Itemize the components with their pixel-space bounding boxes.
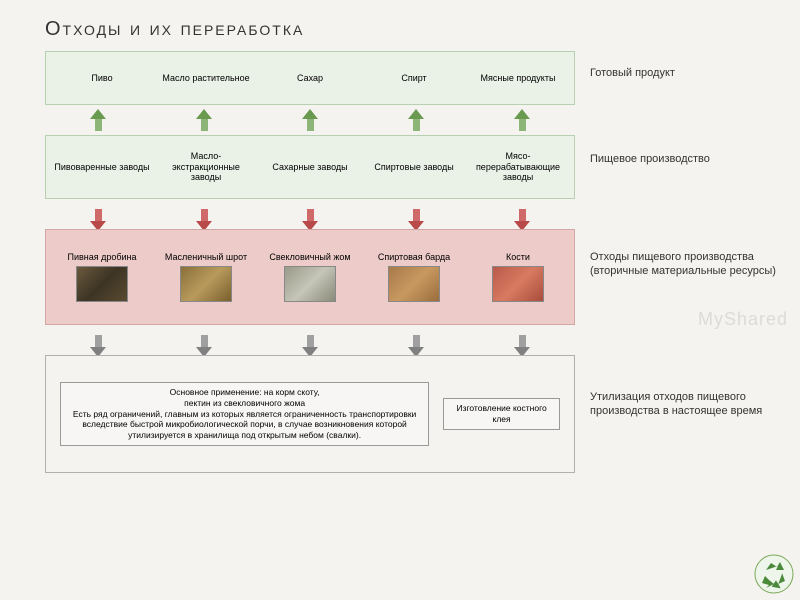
arrow-down <box>516 331 529 355</box>
stage-waste: Пивная дробина Масленичный шрот Свекловичн… <box>45 229 575 325</box>
label-util: Утилизация отходов пищевого производства… <box>590 390 780 419</box>
util-main-text: Основное применение: на корм скоту,пекти… <box>60 382 429 445</box>
page-title: Отходы и их переработка <box>0 0 800 51</box>
arrow-up <box>516 111 529 135</box>
arrow-up <box>92 111 105 135</box>
stage-util: Основное применение: на корм скоту,пекти… <box>45 355 575 473</box>
factories-item: Мясо-перерабатывающие заводы <box>466 149 570 185</box>
waste-image <box>492 266 544 302</box>
products-item: Пиво <box>50 71 154 86</box>
recycle-icon <box>754 554 794 594</box>
factories-item: Спиртовые заводы <box>362 160 466 175</box>
factories-item: Пивоваренные заводы <box>50 160 154 175</box>
waste-label: Спиртовая барда <box>378 252 450 263</box>
waste-item: Свекловичный жом <box>258 250 362 304</box>
factories-item: Сахарные заводы <box>258 160 362 175</box>
arrow-down <box>516 205 529 229</box>
waste-label: Свекловичный жом <box>269 252 350 263</box>
waste-item: Пивная дробина <box>50 250 154 304</box>
waste-item: Спиртовая барда <box>362 250 466 304</box>
util-bone-glue: Изготовление костного клея <box>443 398 560 429</box>
arrow-up <box>410 111 423 135</box>
arrow-down <box>92 331 105 355</box>
arrow-up <box>198 111 211 135</box>
stage-factories: Пивоваренные заводыМасло-экстракционные … <box>45 135 575 199</box>
waste-label: Кости <box>506 252 530 263</box>
waste-image <box>284 266 336 302</box>
stage-products: ПивоМасло растительноеСахарСпиртМясные п… <box>45 51 575 105</box>
arrows-products <box>45 111 575 135</box>
products-item: Масло растительное <box>154 71 258 86</box>
waste-image <box>180 266 232 302</box>
waste-image <box>388 266 440 302</box>
waste-item: Кости <box>466 250 570 304</box>
label-waste: Отходы пищевого производства (вторичные … <box>590 250 780 279</box>
arrow-down <box>304 331 317 355</box>
products-item: Мясные продукты <box>466 71 570 86</box>
arrow-down <box>92 205 105 229</box>
waste-label: Пивная дробина <box>67 252 136 263</box>
products-item: Спирт <box>362 71 466 86</box>
arrows-util <box>45 331 575 355</box>
arrow-down <box>304 205 317 229</box>
waste-image <box>76 266 128 302</box>
label-products: Готовый продукт <box>590 66 780 80</box>
arrow-down <box>410 205 423 229</box>
arrow-down <box>198 331 211 355</box>
arrow-down <box>198 205 211 229</box>
products-item: Сахар <box>258 71 362 86</box>
arrow-up <box>304 111 317 135</box>
watermark: MyShared <box>698 309 788 330</box>
arrows-waste <box>45 205 575 229</box>
factories-item: Масло-экстракционные заводы <box>154 149 258 185</box>
waste-item: Масленичный шрот <box>154 250 258 304</box>
waste-label: Масленичный шрот <box>165 252 247 263</box>
arrow-down <box>410 331 423 355</box>
label-factories: Пищевое производство <box>590 152 780 166</box>
